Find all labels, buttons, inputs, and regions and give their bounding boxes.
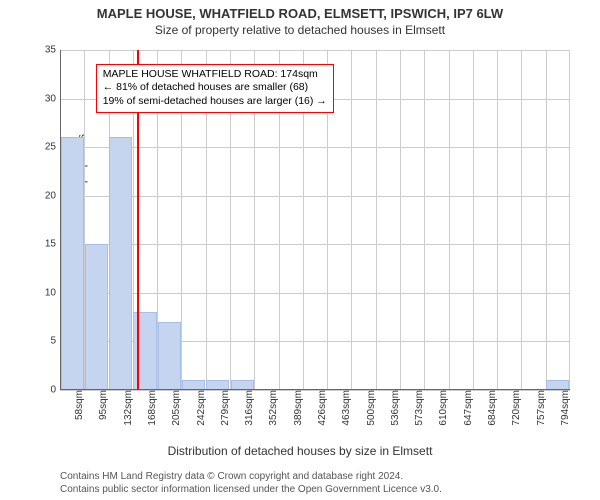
- chart-subtitle: Size of property relative to detached ho…: [0, 23, 600, 37]
- x-tick-label: 205sqm: [169, 390, 182, 426]
- x-tick-label: 684sqm: [485, 390, 498, 426]
- grid-line-v: [521, 50, 522, 390]
- grid-line-v: [400, 50, 401, 390]
- x-tick-label: 242sqm: [194, 390, 207, 426]
- y-tick-label: 10: [45, 287, 60, 298]
- histogram-bar: [158, 322, 181, 390]
- footer-line1: Contains HM Land Registry data © Crown c…: [60, 470, 442, 483]
- grid-line-v: [351, 50, 352, 390]
- x-tick-label: 426sqm: [315, 390, 328, 426]
- x-tick-label: 647sqm: [461, 390, 474, 426]
- x-tick-label: 279sqm: [218, 390, 231, 426]
- plot-region: 0510152025303558sqm95sqm132sqm168sqm205s…: [60, 50, 570, 390]
- grid-line-v: [424, 50, 425, 390]
- chart-plot-area: 0510152025303558sqm95sqm132sqm168sqm205s…: [60, 50, 570, 390]
- y-tick-label: 35: [45, 45, 60, 56]
- y-tick-label: 20: [45, 190, 60, 201]
- x-tick-label: 573sqm: [412, 390, 425, 426]
- x-tick-label: 757sqm: [534, 390, 547, 426]
- y-tick-label: 0: [50, 385, 60, 396]
- grid-line-v: [569, 50, 570, 390]
- grid-line-v: [546, 50, 547, 390]
- footer-text: Contains HM Land Registry data © Crown c…: [60, 470, 442, 496]
- x-tick-label: 389sqm: [291, 390, 304, 426]
- grid-line-v: [449, 50, 450, 390]
- y-tick-label: 15: [45, 239, 60, 250]
- grid-line-v: [473, 50, 474, 390]
- x-tick-label: 500sqm: [364, 390, 377, 426]
- x-axis-label: Distribution of detached houses by size …: [0, 444, 600, 458]
- x-tick-label: 463sqm: [339, 390, 352, 426]
- annotation-line2: ← 81% of detached houses are smaller (68…: [103, 81, 327, 95]
- histogram-bar: [85, 244, 108, 390]
- x-tick-label: 58sqm: [72, 390, 85, 420]
- annotation-line1: MAPLE HOUSE WHATFIELD ROAD: 174sqm: [103, 68, 327, 82]
- chart-title: MAPLE HOUSE, WHATFIELD ROAD, ELMSETT, IP…: [0, 0, 600, 21]
- x-tick-label: 316sqm: [242, 390, 255, 426]
- histogram-bar: [61, 137, 84, 390]
- y-tick-label: 5: [50, 336, 60, 347]
- x-tick-label: 536sqm: [388, 390, 401, 426]
- histogram-bar: [109, 137, 132, 390]
- x-tick-label: 95sqm: [96, 390, 109, 420]
- x-tick-label: 610sqm: [436, 390, 449, 426]
- annotation-line3: 19% of semi-detached houses are larger (…: [103, 95, 327, 109]
- y-axis-line: [60, 50, 61, 390]
- y-tick-label: 25: [45, 142, 60, 153]
- x-tick-label: 720sqm: [509, 390, 522, 426]
- y-tick-label: 30: [45, 93, 60, 104]
- x-tick-label: 132sqm: [121, 390, 134, 426]
- x-tick-label: 794sqm: [558, 390, 571, 426]
- x-tick-label: 352sqm: [266, 390, 279, 426]
- chart-container: MAPLE HOUSE, WHATFIELD ROAD, ELMSETT, IP…: [0, 0, 600, 500]
- x-tick-label: 168sqm: [145, 390, 158, 426]
- annotation-box: MAPLE HOUSE WHATFIELD ROAD: 174sqm← 81% …: [96, 64, 334, 113]
- footer-line2: Contains public sector information licen…: [60, 483, 442, 496]
- grid-line-v: [376, 50, 377, 390]
- grid-line-v: [497, 50, 498, 390]
